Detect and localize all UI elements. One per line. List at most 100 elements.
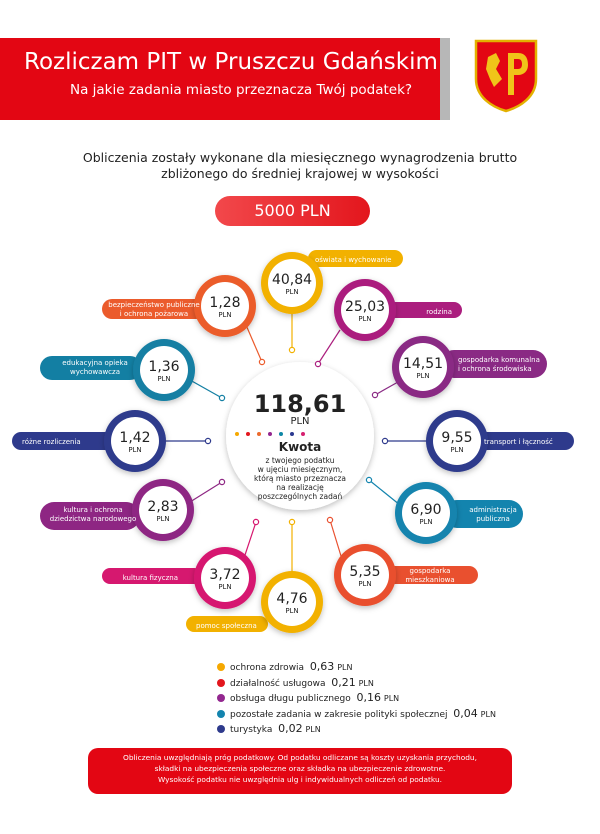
item-connector (245, 324, 263, 363)
item-inner-circle (111, 417, 159, 465)
item-label: publiczna (476, 515, 509, 523)
legend-unit: PLN (358, 678, 374, 688)
item-inner-circle (433, 417, 481, 465)
item-value: 2,83 (147, 499, 178, 515)
item-unit: PLN (218, 583, 231, 591)
item-label: kultura fizyczna (123, 574, 178, 582)
item-inner-circle (402, 489, 450, 537)
salary-amount-badge: 5000 PLN (215, 196, 370, 226)
center-circle (226, 362, 374, 510)
header-banner (0, 38, 440, 120)
item-label-pill (186, 616, 268, 632)
item-inner-circle (341, 286, 389, 334)
item-connector-dot (288, 518, 296, 526)
item-label-pill (102, 568, 202, 584)
footer-line: Obliczenia uwzględniają próg podatkowy. … (123, 753, 477, 762)
center-dot (279, 432, 283, 436)
item-unit: PLN (358, 580, 371, 588)
item-label: transport i łączność (484, 438, 553, 446)
item-label-pill (40, 356, 142, 380)
item-value: 1,36 (148, 359, 179, 375)
item-connector (189, 481, 223, 503)
footer-line: Wysokość podatku nie uwzględnia ulg i in… (158, 775, 442, 784)
item-label: mieszkaniowa (405, 576, 454, 584)
item-label-pill (308, 250, 403, 267)
item-value: 6,90 (410, 502, 441, 518)
legend-unit: PLN (480, 709, 496, 719)
item-unit: PLN (285, 288, 298, 296)
legend-label: ochrona zdrowia (230, 663, 305, 673)
item-inner-circle (268, 578, 316, 626)
item-label: i ochrona środowiska (458, 365, 532, 373)
item-value: 25,03 (345, 299, 385, 315)
item-label: różne rozliczenia (22, 438, 81, 446)
item-unit: PLN (156, 515, 169, 523)
item-inner-circle (140, 346, 188, 394)
center-desc-line: poszczególnych zadań (257, 492, 343, 501)
item-value: 3,72 (209, 567, 240, 583)
item-connector (317, 329, 341, 365)
item-unit: PLN (128, 446, 141, 454)
item-value: 1,28 (209, 295, 240, 311)
item-connector-dot (218, 394, 226, 402)
item-label: oświata i wychowanie (315, 256, 391, 264)
item-label: wychowawcza (70, 368, 120, 376)
legend-value: 0,63 (309, 660, 335, 673)
item-value: 5,35 (349, 564, 380, 580)
item-connector (368, 479, 401, 506)
header-banner-shadow (440, 38, 450, 120)
legend-value: 0,04 (453, 706, 478, 720)
item-label-pill (40, 502, 140, 530)
pruszcz-gdanski-crest-icon (474, 39, 538, 113)
intro-line-1: Obliczenia zostały wykonane dla miesięcz… (82, 150, 518, 165)
intro-line-2: zbliżonego do średniej krajowej w wysoko… (161, 166, 439, 181)
item-unit: PLN (419, 518, 432, 526)
item-label: kultura i ochrona (63, 506, 122, 514)
item-inner-circle (201, 282, 249, 330)
legend-dot (217, 725, 225, 733)
item-inner-circle (268, 259, 316, 307)
item-connector-dot (381, 437, 389, 445)
footer-line: składki na ubezpieczenia społeczne oraz … (154, 764, 446, 773)
item-label-pill (12, 432, 117, 450)
center-dot (301, 432, 305, 436)
item-unit: PLN (450, 446, 463, 454)
legend-dot (217, 694, 225, 702)
legend-dot (217, 678, 225, 687)
legend-unit: PLN (305, 725, 321, 734)
center-desc-line: którą miasto przeznacza (253, 474, 347, 483)
item-connector-dot (218, 478, 226, 486)
item-unit: PLN (416, 372, 429, 380)
item-connector-dot (314, 360, 322, 368)
item-inner-circle (201, 554, 249, 602)
item-inner-circle (341, 551, 389, 599)
legend-dot (217, 709, 225, 718)
item-label: edukacyjna opieka (62, 359, 128, 367)
legend-value: 0,21 (331, 675, 356, 689)
item-value: 1,42 (119, 430, 150, 446)
item-connector-dot (326, 516, 334, 524)
center-dot (290, 432, 294, 436)
center-desc-line: z twojego podatku (265, 456, 335, 465)
item-inner-circle (139, 486, 187, 534)
center-total-value: 118,61 (253, 390, 347, 418)
item-label-pill (102, 299, 206, 319)
item-connector (374, 381, 399, 396)
center-description: z twojego podatku w ujęciu miesięcznym, … (230, 456, 370, 501)
legend-label: działalność usługowa (230, 678, 326, 689)
item-connector-dot (252, 518, 260, 526)
center-total: 118,61 PLN Kwota z twojego podatku w uję… (230, 390, 370, 501)
item-label: pomoc społeczna (196, 622, 257, 630)
legend-value: 0,16 (356, 691, 382, 704)
item-label-pill (440, 350, 547, 378)
